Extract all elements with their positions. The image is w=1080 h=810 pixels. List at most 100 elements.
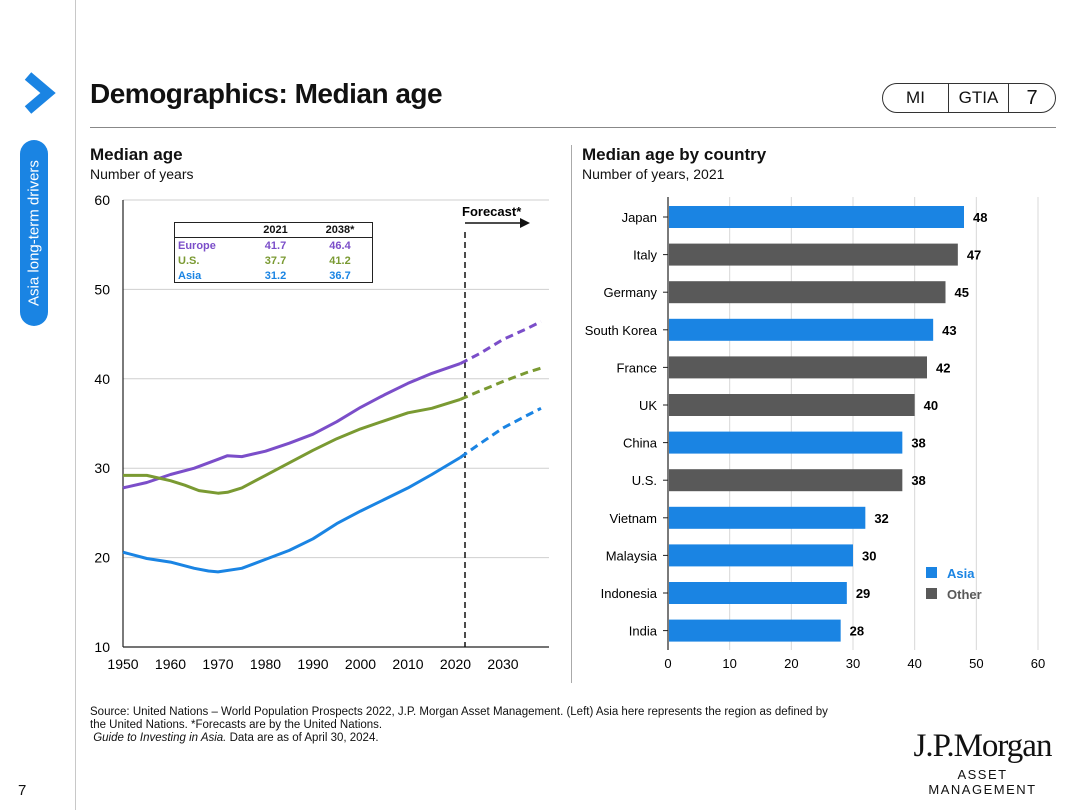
table-cell-2021: 41.7 xyxy=(264,239,287,252)
table-row: Asia 31.2 36.7 xyxy=(175,268,372,283)
logo-subtitle: ASSET MANAGEMENT xyxy=(928,767,1037,797)
y-tick-label: 10 xyxy=(94,639,110,655)
value-label: 45 xyxy=(955,285,969,300)
x-tick-label: 0 xyxy=(664,656,671,671)
series-line-europe xyxy=(122,362,461,490)
x-tick-label: 20 xyxy=(784,656,798,671)
value-label: 47 xyxy=(967,248,981,263)
y-tick-label: 40 xyxy=(94,371,110,387)
legend-swatch xyxy=(926,567,937,578)
table-cell-2038: 36.7 xyxy=(329,269,351,282)
legend-label: Other xyxy=(947,587,982,602)
table-row: Europe 41.7 46.4 xyxy=(175,238,372,253)
table-cell-name: Europe xyxy=(178,239,216,252)
source-note: Source: United Nations – World Populatio… xyxy=(90,706,910,745)
series-forecast-europe xyxy=(459,320,542,365)
left-chart-title: Median age xyxy=(90,145,183,164)
table-header-row: 2021 2038* xyxy=(175,223,372,238)
guide-date: Data are as of April 30, 2024. xyxy=(226,732,379,744)
category-label: Vietnam xyxy=(610,511,657,526)
source-line: the United Nations. *Forecasts are by th… xyxy=(90,719,383,731)
left-chart-subtitle: Number of years xyxy=(90,166,194,182)
table-cell-name: U.S. xyxy=(178,254,200,267)
category-label: Indonesia xyxy=(601,586,658,601)
bar-china xyxy=(669,431,903,454)
value-label: 38 xyxy=(911,473,925,488)
bar-japan xyxy=(669,206,964,228)
logo-wordmark: J.P.Morgan xyxy=(913,728,1053,764)
legend-swatch xyxy=(926,588,937,599)
sidebar-divider xyxy=(75,0,76,810)
table-cell-2038: 41.2 xyxy=(329,254,351,267)
x-tick-label: 2010 xyxy=(392,656,423,672)
x-tick-label: 1950 xyxy=(107,656,138,672)
bar-india xyxy=(669,619,841,642)
series-forecast-asia xyxy=(459,406,542,459)
table-cell-2021: 31.2 xyxy=(264,269,287,282)
table-header-cell: 2021 xyxy=(263,224,288,236)
bar-vietnam xyxy=(669,506,866,529)
section-tab[interactable] xyxy=(20,140,48,326)
series-line-us xyxy=(123,397,461,495)
guide-title: Guide to Investing in Asia. xyxy=(93,732,227,744)
value-label: 32 xyxy=(874,511,888,526)
x-tick-label: 30 xyxy=(846,656,860,671)
x-tick-label: 10 xyxy=(722,656,736,671)
jpmorgan-logo: J.P.Morgan ASSET MANAGEMENT xyxy=(905,728,1060,797)
value-label: 29 xyxy=(856,586,870,601)
category-label: Malaysia xyxy=(606,548,658,563)
guide-pill: MI GTIA 7 xyxy=(882,83,1056,113)
y-tick-label: 60 xyxy=(94,192,110,208)
right-chart-subtitle: Number of years, 2021 xyxy=(582,166,725,182)
x-tick-label: 1990 xyxy=(297,656,328,672)
value-label: 30 xyxy=(862,548,876,563)
category-label: Japan xyxy=(622,210,657,225)
series-line-asia xyxy=(122,456,462,574)
y-tick-label: 50 xyxy=(94,281,110,297)
x-tick-label: 60 xyxy=(1031,656,1045,671)
forecast-arrow-head xyxy=(520,218,530,228)
category-label: China xyxy=(623,436,658,451)
table-header-cell: 2038* xyxy=(325,224,355,236)
bar-indonesia xyxy=(669,582,847,604)
table-cell-name: Asia xyxy=(178,269,202,282)
right-chart-title: Median age by country xyxy=(582,145,767,164)
x-tick-label: 1980 xyxy=(250,656,281,672)
y-tick-label: 20 xyxy=(94,550,110,566)
value-label: 43 xyxy=(942,323,956,338)
forecast-label: Forecast* xyxy=(462,204,522,219)
pill-gtia: GTIA xyxy=(949,84,1009,112)
x-tick-label: 2020 xyxy=(440,656,471,672)
chevron-right-icon[interactable] xyxy=(20,72,56,114)
bar-south-korea xyxy=(669,318,934,341)
bar-u-s- xyxy=(669,469,903,492)
chart-divider xyxy=(571,145,572,683)
pill-mi: MI xyxy=(883,84,949,112)
category-label: Italy xyxy=(633,248,657,263)
table-cell-2038: 46.4 xyxy=(329,239,351,252)
legend-label: Asia xyxy=(947,566,975,581)
page-title: Demographics: Median age xyxy=(90,78,443,109)
page-number: 7 xyxy=(18,782,27,799)
bar-uk xyxy=(669,394,915,416)
category-label: U.S. xyxy=(632,473,657,488)
value-label: 38 xyxy=(911,436,925,451)
bar-germany xyxy=(669,281,946,304)
x-tick-label: 2000 xyxy=(345,656,376,672)
y-tick-label: 30 xyxy=(94,460,110,476)
median-age-table: 2021 2038* Europe 41.7 46.4 U.S. 37.7 41… xyxy=(174,222,373,283)
value-label: 48 xyxy=(973,210,987,225)
category-label: UK xyxy=(639,398,657,413)
x-tick-label: 1960 xyxy=(155,656,186,672)
x-tick-label: 50 xyxy=(969,656,983,671)
category-label: France xyxy=(617,360,657,375)
series-forecast-us xyxy=(459,366,542,401)
category-label: South Korea xyxy=(585,323,658,338)
bar-malaysia xyxy=(669,544,853,567)
source-line: Guide to Investing in Asia. Data are as … xyxy=(90,732,910,745)
value-label: 40 xyxy=(924,398,938,413)
x-tick-label: 1970 xyxy=(202,656,233,672)
bar-italy xyxy=(669,243,958,266)
